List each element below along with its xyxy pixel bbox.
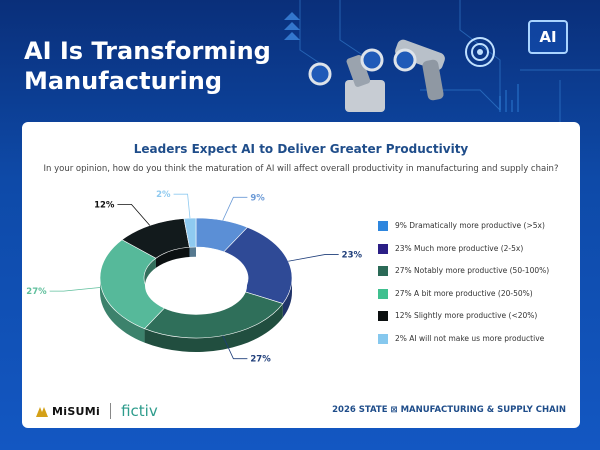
value-label-3: 27% (26, 287, 47, 297)
chart-legend: 9% Dramatically more productive (>5x) 23%… (378, 220, 578, 355)
legend-item-1: 23% Much more productive (2-5x) (378, 243, 578, 266)
legend-swatch-3 (378, 288, 388, 299)
page-headline: AI Is Transforming Manufacturing (24, 36, 271, 96)
legend-item-5: 2% AI will not make us more productive (378, 333, 578, 356)
banner-illustration (284, 0, 600, 122)
leader-line-1 (288, 254, 339, 262)
legend-swatch-2 (378, 266, 388, 276)
legend-label-5: 2% AI will not make us more productive (395, 333, 545, 343)
legend-swatch-5 (378, 333, 388, 344)
legend-label-4: 12% Slightly more productive (<20%) (395, 311, 538, 320)
leader-line-5 (173, 193, 191, 219)
headline-line-2: Manufacturing (24, 67, 222, 95)
legend-label-0: 9% Dramatically more productive (>5x) (395, 221, 545, 230)
value-label-2: 27% (250, 355, 271, 365)
robot-arm-icon (308, 39, 445, 112)
legend-label-2: 27% Notably more productive (50-100%) (395, 266, 550, 275)
slice-5 (183, 217, 197, 248)
slice-side-2 (144, 303, 283, 352)
leader-line-3 (49, 286, 102, 292)
chart-card: Leaders Expect AI to Deliver Greater Pro… (22, 122, 580, 428)
slice-side-1 (282, 278, 292, 318)
headline-line-1: AI Is Transforming (24, 37, 271, 65)
report-name: 2026 STATE ⊠ MANUFACTURING & SUPPLY CHAI… (332, 405, 566, 415)
misumi-logo: MiSUMi (52, 404, 101, 418)
value-label-5: 2% (156, 190, 171, 200)
brand-logos: MiSUMi fictiv (36, 402, 158, 420)
legend-swatch-4 (378, 311, 388, 321)
fictiv-logo: fictiv (121, 402, 158, 420)
leader-line-2 (222, 335, 248, 360)
value-label-4: 12% (94, 200, 115, 210)
legend-item-0: 9% Dramatically more productive (>5x) (378, 220, 578, 243)
value-label-0: 9% (250, 193, 265, 203)
legend-item-3: 27% A bit more productive (20-50%) (378, 288, 578, 311)
ai-chip-icon: AI (528, 20, 568, 54)
value-label-1: 23% (342, 251, 363, 261)
legend-swatch-0 (378, 221, 388, 231)
leader-line-4 (117, 203, 151, 226)
chart-title: Leaders Expect AI to Deliver Greater Pro… (133, 142, 469, 156)
legend-label-3: 27% A bit more productive (20-50%) (395, 288, 533, 298)
donut-hole (145, 256, 247, 315)
donut-chart: 9% 23% 27% 27% 12% 2% (26, 190, 363, 365)
legend-label-1: 23% Much more productive (2-5x) (395, 243, 524, 253)
misumi-logo-icon (36, 407, 48, 417)
legend-swatch-1 (378, 243, 388, 254)
chart-subtitle: In your opinion, how do you think the ma… (43, 164, 559, 174)
legend-item-2: 27% Notably more productive (50-100%) (378, 265, 578, 288)
leader-line-0 (222, 196, 248, 221)
slice-side-3 (100, 278, 145, 343)
legend-item-4: 12% Slightly more productive (<20%) (378, 310, 578, 333)
logo-divider (110, 403, 112, 419)
